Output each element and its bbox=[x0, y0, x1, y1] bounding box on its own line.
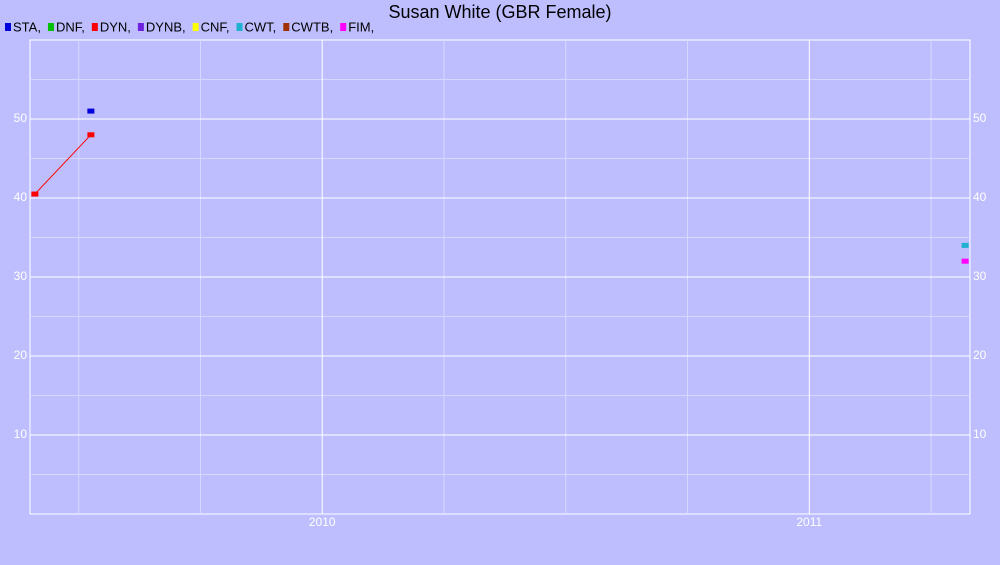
series-line bbox=[34, 134, 92, 195]
legend-label: CWTB, bbox=[291, 19, 333, 34]
legend-label: CNF, bbox=[201, 19, 230, 34]
y-tick-label: 20 bbox=[14, 348, 28, 362]
y-tick-label-right: 50 bbox=[973, 111, 987, 125]
data-point bbox=[87, 132, 95, 138]
y-tick-label: 50 bbox=[14, 111, 28, 125]
legend-swatch bbox=[192, 23, 199, 31]
y-tick-label: 10 bbox=[14, 427, 28, 441]
data-point bbox=[31, 191, 39, 197]
legend-swatch bbox=[137, 23, 144, 31]
legend-label: STA, bbox=[13, 19, 41, 34]
y-tick-label-right: 20 bbox=[973, 348, 987, 362]
legend-swatch bbox=[5, 23, 11, 31]
data-point bbox=[961, 258, 969, 264]
x-tick-label: 2010 bbox=[309, 515, 336, 529]
y-tick-label-right: 40 bbox=[973, 190, 987, 204]
legend-swatch bbox=[47, 23, 54, 31]
legend-swatch bbox=[236, 23, 243, 31]
chart-title: Susan White (GBR Female) bbox=[388, 2, 611, 22]
data-point bbox=[87, 108, 95, 114]
y-tick-label-right: 10 bbox=[973, 427, 987, 441]
x-tick-label: 2011 bbox=[796, 515, 822, 529]
data-point bbox=[961, 242, 969, 248]
legend-swatch bbox=[91, 23, 98, 31]
y-tick-label: 40 bbox=[14, 190, 28, 204]
legend-label: DYNB, bbox=[146, 19, 186, 34]
y-tick-label-right: 30 bbox=[973, 269, 987, 283]
y-tick-label: 30 bbox=[14, 269, 28, 283]
legend-swatch bbox=[340, 23, 347, 31]
legend-label: DNF, bbox=[56, 19, 85, 34]
legend-label: DYN, bbox=[100, 19, 131, 34]
legend-swatch bbox=[283, 23, 290, 31]
legend-label: FIM, bbox=[348, 19, 374, 34]
legend-label: CWT, bbox=[245, 19, 277, 34]
